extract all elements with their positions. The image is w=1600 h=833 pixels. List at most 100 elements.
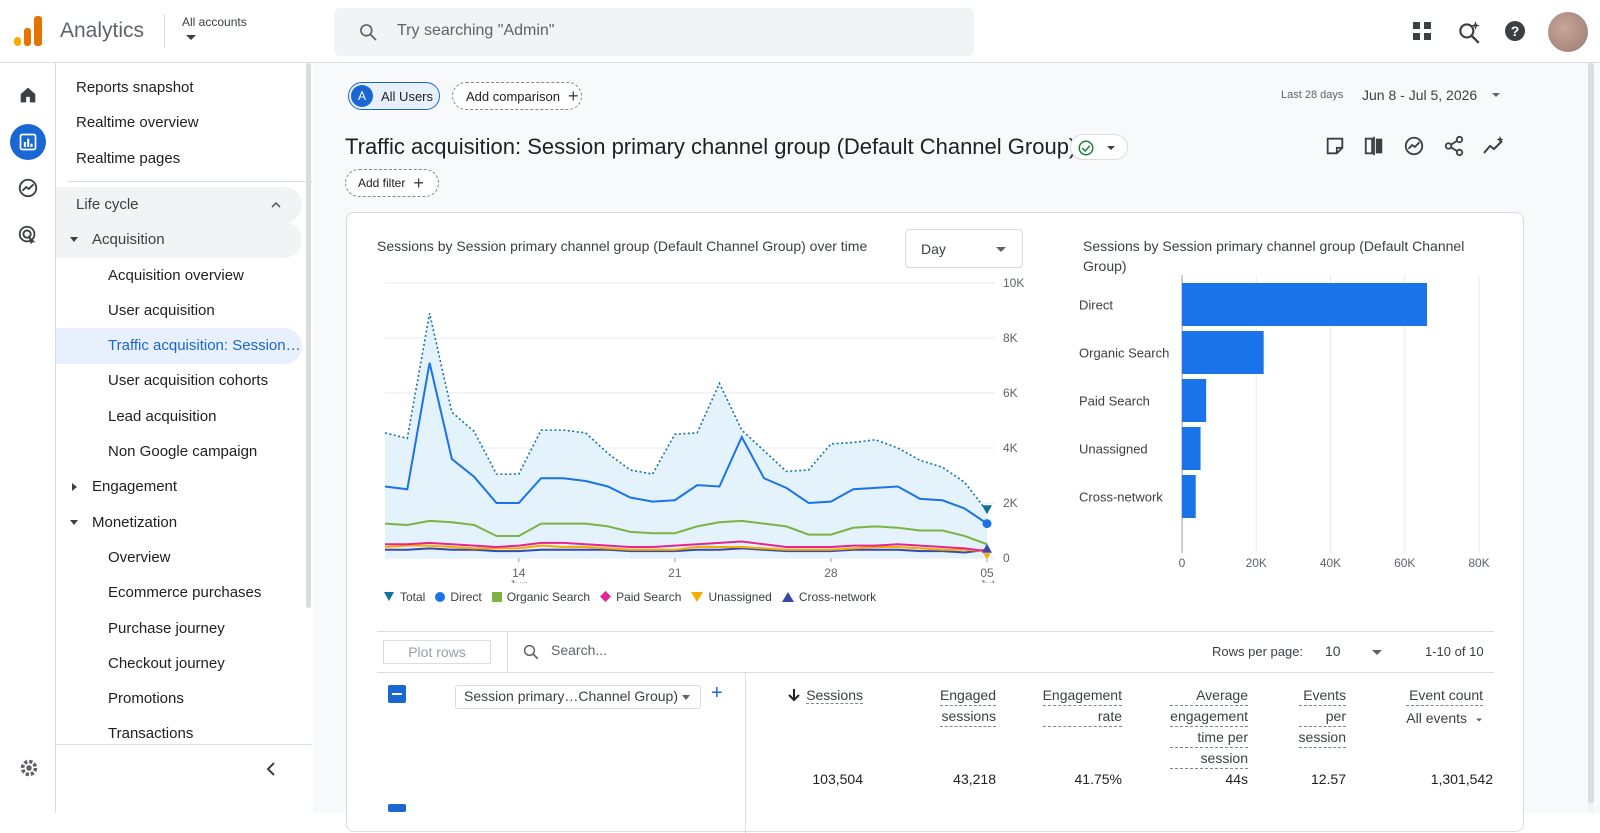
dimension-selector[interactable]: Session primary…Channel Group) [455,685,701,709]
cross-network-marker-icon [781,592,794,602]
bar [1182,475,1196,518]
chevron-up-icon [271,201,281,208]
settings-gear-icon[interactable] [18,757,40,779]
nav-user-acquisition[interactable]: User acquisition [108,302,215,319]
nav-purchase-journey[interactable]: Purchase journey [108,620,225,637]
series-line-total [384,313,988,512]
nav-reports-snapshot[interactable]: Reports snapshot [76,79,194,96]
advertising-icon[interactable] [10,217,46,253]
nav-promotions[interactable]: Promotions [108,690,184,707]
legend-item[interactable]: Direct [435,590,482,605]
account-selector[interactable]: All accounts [182,15,247,40]
nav-lifecycle-header[interactable]: Life cycle [56,187,302,223]
total-area [385,313,987,558]
total-engaged-sessions: 43,218 [953,771,996,787]
report-nav: Reports snapshot Realtime overview Realt… [56,63,312,813]
check-circle-icon [1078,140,1094,156]
search-placeholder: Try searching "Admin" [397,22,555,39]
segment-chip-all-users[interactable]: A All Users [348,82,440,110]
sparkle-trend-icon[interactable] [1482,135,1506,157]
nav-user-acquisition-cohorts[interactable]: User acquisition cohorts [108,372,269,389]
add-comparison-button[interactable]: Add comparison + [452,82,582,110]
total-event-count: 1,301,542 [1430,771,1493,787]
bar [1182,379,1207,422]
bar [1182,331,1264,374]
select-all-checkbox[interactable] [388,685,406,703]
nav-traffic-acquisition[interactable]: Traffic acquisition: Session primary cha… [56,328,302,364]
customize-report-icon[interactable] [1324,135,1346,157]
account-caret-icon [186,35,196,40]
collapse-nav-icon[interactable] [264,761,278,777]
legend-item[interactable]: Organic Search [491,590,590,605]
apps-grid-icon[interactable] [1410,19,1434,43]
x-tick-label: 0 [1179,556,1186,570]
column-average-engagement-time[interactable]: Average engagement time per session [1170,685,1248,769]
direct-marker-icon [435,592,446,602]
page-scrollbar[interactable] [1588,63,1594,813]
svg-text:?: ? [1511,23,1520,39]
add-filter-button[interactable]: Add filter + [345,169,439,197]
rows-caret-icon[interactable] [1372,650,1382,655]
legend-item[interactable]: Unassigned [691,590,772,605]
nav-checkout-journey[interactable]: Checkout journey [108,655,225,672]
y-tick-label: 0 [1003,551,1010,565]
plot-rows-button[interactable]: Plot rows [383,640,491,664]
help-icon[interactable]: ? [1503,19,1527,43]
x-tick-label: 28 [824,566,838,580]
compare-icon[interactable] [1363,135,1385,157]
x-tick-label: 14 [512,566,526,580]
table-search-input[interactable]: Search... [551,642,608,658]
search-insights-icon[interactable] [1456,19,1482,45]
column-sessions[interactable]: Sessions [788,685,863,705]
reports-icon[interactable] [10,124,46,160]
report-status-chip[interactable] [1070,134,1128,160]
nav-acquisition[interactable]: Acquisition [56,222,302,258]
nav-lead-acquisition[interactable]: Lead acquisition [108,408,217,425]
legend-item[interactable]: Total [383,590,425,605]
nav-monetization-overview[interactable]: Overview [108,549,171,566]
column-engaged-sessions[interactable]: Engaged sessions [939,685,996,727]
x-tick-label: 80K [1468,556,1489,570]
column-event-count[interactable]: Event count All events [1406,687,1483,728]
column-engagement-rate[interactable]: Engagement rate [1042,685,1122,727]
nav-scrollbar[interactable] [306,63,311,608]
granularity-dropdown[interactable]: Day [905,229,1023,268]
x-tick-label: 20K [1246,556,1267,570]
nav-acquisition-overview[interactable]: Acquisition overview [108,267,244,284]
nav-ecommerce-purchases[interactable]: Ecommerce purchases [108,584,262,601]
left-rail [0,63,56,813]
add-dimension-plus-icon[interactable]: + [711,682,723,704]
legend-item[interactable]: Cross-network [781,590,876,605]
analytics-logo[interactable] [14,16,42,46]
legend-item[interactable]: Paid Search [600,590,681,605]
nav-realtime-overview[interactable]: Realtime overview [76,114,199,131]
page-scrollbar-thumb[interactable] [1588,63,1594,803]
share-icon[interactable] [1443,135,1465,157]
line-chart-title: Sessions by Session primary channel grou… [377,238,868,254]
avatar[interactable] [1548,12,1588,52]
insights-icon[interactable] [1403,135,1425,157]
pagination-label: 1-10 of 10 [1425,644,1484,659]
bar-category-label: Cross-network [1079,490,1163,505]
bar-chart[interactable]: 0 20K 40K 60K 80K Direct Organic Search Paid Se… [1077,275,1497,575]
search-bar[interactable]: Try searching "Admin" [334,8,974,56]
nav-realtime-pages[interactable]: Realtime pages [76,150,181,167]
nav-monetization[interactable]: Monetization [56,505,302,541]
rows-per-page-select[interactable]: 10 [1325,643,1341,659]
explore-icon[interactable] [10,170,46,206]
x-tick-month-label: Jul [979,578,994,583]
rows-per-page-label: Rows per page: [1212,644,1304,659]
event-filter-select[interactable]: All events [1406,708,1483,728]
table-search-icon [523,644,539,660]
column-events-per-session[interactable]: Events per session [1298,685,1346,748]
date-preset: Last 28 days [1281,89,1344,101]
row-checkbox[interactable] [388,804,406,814]
nav-engagement[interactable]: Engagement [56,469,302,505]
date-caret-icon[interactable] [1491,91,1501,99]
series-line-cross-network [385,547,988,554]
line-chart[interactable]: 10K 8K 6K 4K 2K 0 14Jun 21 28 05Jul [375,273,1045,583]
date-range-picker[interactable]: Jun 8 - Jul 5, 2026 [1362,87,1478,103]
bar-category-label: Organic Search [1079,346,1169,361]
home-icon[interactable] [10,77,46,113]
nav-non-google-campaign[interactable]: Non Google campaign [108,443,258,460]
